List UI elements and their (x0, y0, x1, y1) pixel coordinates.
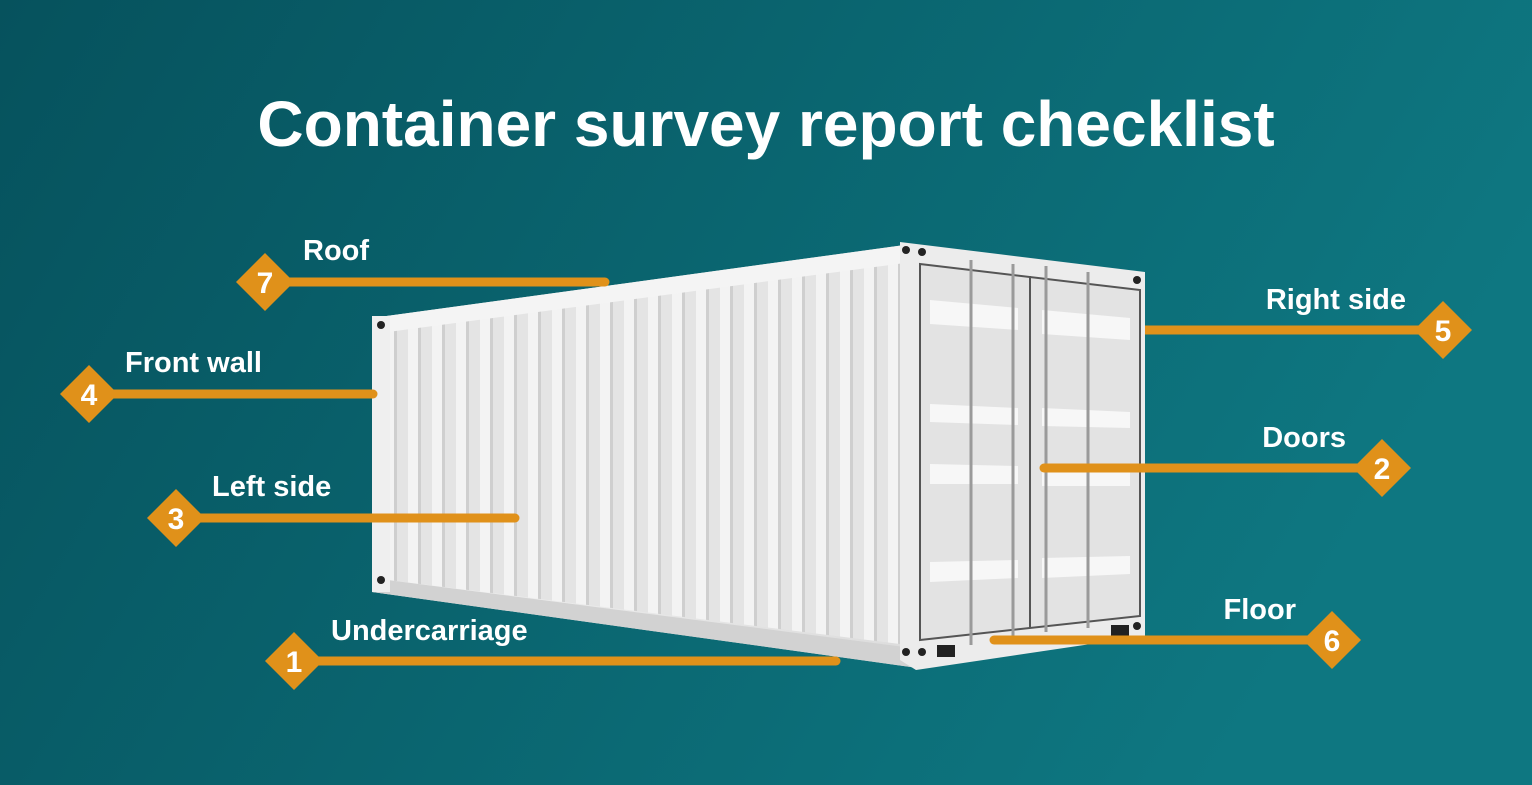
diamond-marker (60, 365, 118, 423)
door-locking-bars (969, 260, 1090, 645)
callout-roof: 7 Roof (236, 235, 610, 311)
callout-label: Right side (1266, 284, 1406, 316)
callout-label: Doors (1262, 422, 1346, 454)
diamond-marker (1353, 439, 1411, 497)
diamond-marker (265, 632, 323, 690)
container-corner-post (372, 316, 390, 592)
corner-fitting (377, 576, 385, 584)
container-top-rail (372, 244, 912, 332)
diamond-marker (236, 253, 294, 311)
diamond-marker (147, 489, 205, 547)
callout-number: 5 (1435, 315, 1452, 348)
container-illustration (372, 242, 1145, 670)
callout-floor: 6 Floor (989, 594, 1361, 669)
callout-number: 7 (257, 267, 274, 300)
callout-label: Front wall (125, 347, 262, 379)
callout-right-side: 5 Right side (1145, 284, 1472, 359)
corner-fitting (377, 321, 385, 329)
callout-left-side: 3 Left side (147, 471, 520, 547)
callout-label: Roof (303, 235, 369, 267)
container-corrugation (388, 262, 900, 644)
callout-number: 6 (1324, 625, 1341, 658)
callout-label: Left side (212, 471, 331, 503)
callout-number: 2 (1374, 453, 1391, 486)
callout-front-wall: 4 Front wall (60, 347, 378, 423)
callout-doors: 2 Doors (1039, 422, 1411, 497)
callout-number: 4 (81, 379, 98, 412)
callout-label: Floor (1224, 594, 1297, 626)
container-bottom-rail (372, 578, 918, 668)
callout-undercarriage: 1 Undercarriage (265, 615, 841, 690)
callout-number: 3 (168, 503, 185, 536)
page-title: Container survey report checklist (257, 88, 1274, 160)
callout-number: 1 (286, 646, 303, 679)
corner-fittings (902, 246, 1141, 657)
diamond-marker (1303, 611, 1361, 669)
callouts: 7 Roof 4 Front wall 3 Left side 1 Underc… (60, 235, 1472, 690)
diamond-marker (1414, 301, 1472, 359)
callout-label: Undercarriage (331, 615, 528, 647)
